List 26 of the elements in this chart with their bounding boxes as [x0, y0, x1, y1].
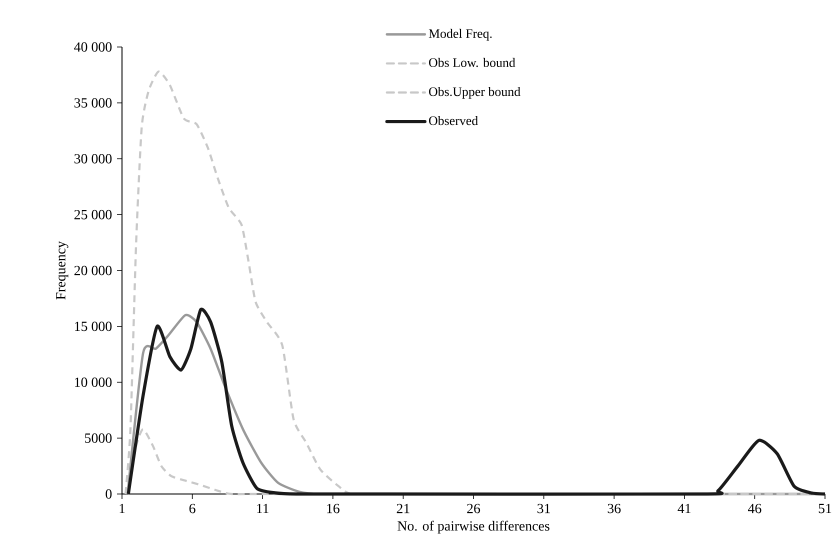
- x-tick-label: 1: [120, 504, 125, 514]
- x-tick-label: 11: [257, 504, 268, 514]
- x-tick-label: 16: [327, 504, 340, 514]
- x-tick-label: 21: [396, 504, 410, 514]
- x-tick-label: 41: [678, 504, 691, 514]
- y-tick-label: 35 000: [74, 98, 112, 108]
- x-tick-label: 51: [818, 504, 832, 514]
- y-tick-label: 5000: [85, 433, 112, 443]
- x-tick-label: 36: [608, 504, 621, 514]
- y-tick-label: 30 000: [74, 154, 112, 164]
- legend-label: Obs.Upper bound: [429, 86, 520, 99]
- x-tick-label: 26: [467, 504, 480, 514]
- y-tick-label: 40 000: [74, 42, 112, 52]
- legend-label: Obs Low. bound: [429, 58, 516, 68]
- y-tick-label: 15 000: [75, 322, 112, 332]
- legend-label: Observed: [429, 116, 478, 126]
- y-tick-label: 10 000: [75, 378, 112, 387]
- y-tick-label: 20 000: [74, 266, 112, 276]
- legend-label: Model Freq.: [428, 28, 492, 41]
- x-tick-label: 6: [189, 504, 196, 514]
- y-axis-title: Frequency: [56, 241, 68, 300]
- y-tick-label: 25 000: [74, 210, 112, 220]
- y-tick-label: 0: [106, 489, 112, 499]
- x-tick-label: 31: [538, 504, 550, 514]
- x-tick-label: 46: [748, 504, 762, 514]
- x-axis-title: No. of pairwise differences: [398, 520, 550, 534]
